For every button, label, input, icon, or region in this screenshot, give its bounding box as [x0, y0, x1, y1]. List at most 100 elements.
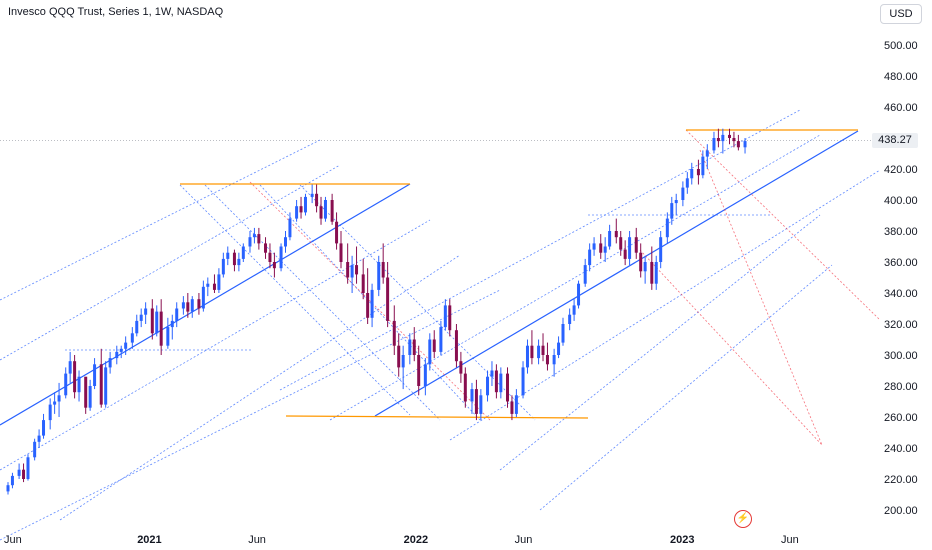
candle-body	[6, 485, 10, 492]
candle-body	[88, 386, 92, 408]
x-tick-label: Jun	[248, 534, 266, 546]
channel-dotted-line	[0, 139, 321, 301]
candle-body	[443, 305, 447, 328]
candle-body	[124, 342, 128, 349]
candle-body	[170, 320, 174, 328]
y-tick-label: 500.00	[884, 40, 918, 52]
candle-body	[397, 345, 401, 368]
candle-body	[150, 308, 154, 334]
candle-body	[299, 206, 303, 213]
red-dotted-line	[249, 181, 491, 421]
candle-body	[732, 138, 736, 142]
y-tick-label: 200.00	[884, 505, 918, 517]
candle-body	[499, 373, 503, 393]
y-tick-label: 240.00	[884, 443, 918, 455]
channel-dotted-line	[0, 289, 501, 541]
candle-body	[303, 196, 307, 213]
candle-body	[386, 277, 390, 321]
candle-body	[190, 299, 194, 312]
x-tick-label: Jun	[515, 534, 533, 546]
candle-body	[57, 395, 61, 402]
candle-body	[42, 420, 46, 436]
candle-body	[701, 156, 705, 176]
candle-body	[279, 246, 283, 269]
y-tick-label: 360.00	[884, 257, 918, 269]
channel-dotted-line	[0, 219, 431, 471]
candle-body	[104, 367, 108, 405]
candle-body	[264, 243, 268, 253]
candle-body	[288, 218, 292, 238]
candle-body	[408, 339, 412, 355]
candle-body	[583, 265, 587, 284]
candle-body	[119, 348, 123, 352]
candle-body	[541, 345, 545, 355]
candle-body	[284, 237, 287, 247]
candle-body	[155, 311, 159, 334]
candle-body	[514, 395, 518, 414]
candle-body	[355, 265, 359, 275]
candle-body	[257, 234, 261, 244]
candle-body	[335, 221, 339, 244]
horizontal-level-line	[285, 415, 589, 419]
candle-body	[330, 200, 334, 222]
candle-body	[10, 475, 14, 486]
candle-body	[665, 218, 669, 238]
x-tick-label: 2023	[670, 534, 694, 546]
candle-body	[68, 361, 72, 374]
x-tick-label: 2022	[404, 534, 428, 546]
candle-body	[521, 367, 525, 396]
candle-body	[139, 314, 143, 321]
candle-body	[84, 376, 88, 408]
candle-body	[115, 351, 119, 359]
candle-body	[634, 237, 638, 253]
candle-body	[506, 373, 509, 402]
candle-body	[530, 345, 534, 359]
y-tick-label: 460.00	[884, 102, 918, 114]
candle-body	[728, 134, 731, 138]
candle-body	[743, 141, 747, 148]
candle-body	[545, 355, 549, 365]
candle-body	[17, 469, 21, 476]
candle-body	[525, 345, 529, 368]
channel-dotted-line	[449, 169, 881, 441]
candle-body	[206, 283, 210, 287]
candle-body	[310, 193, 314, 197]
candle-body	[448, 305, 452, 331]
candle-body	[392, 320, 396, 346]
candle-body	[690, 169, 694, 179]
candle-body	[603, 246, 607, 253]
candle-body	[561, 324, 565, 343]
candle-body	[721, 134, 725, 142]
candle-body	[295, 206, 299, 219]
last-price-badge: 438.27	[872, 133, 918, 148]
candle-body	[479, 395, 483, 414]
candle-body	[159, 311, 163, 346]
candle-body	[650, 262, 654, 284]
candle-body	[401, 355, 405, 368]
y-tick-label: 220.00	[884, 474, 918, 486]
candle-body	[639, 252, 643, 272]
y-tick-label: 300.00	[884, 350, 918, 362]
candle-body	[643, 262, 647, 272]
candle-body	[272, 262, 276, 269]
candle-body	[494, 370, 498, 393]
candle-body	[217, 274, 221, 290]
candle-body	[77, 376, 81, 393]
currency-button[interactable]: USD	[880, 4, 922, 24]
candle-body	[628, 237, 632, 259]
candle-body	[37, 435, 41, 442]
tradingview-logo-icon: ⚡	[734, 510, 752, 528]
candle-body	[557, 342, 561, 355]
channel-line	[374, 130, 859, 417]
y-tick-label: 340.00	[884, 288, 918, 300]
candle-body	[716, 138, 720, 142]
y-tick-label: 260.00	[884, 412, 918, 424]
candle-body	[201, 286, 205, 309]
candle-body	[130, 333, 134, 343]
candle-body	[736, 141, 740, 148]
candle-body	[705, 150, 709, 157]
candle-body	[577, 283, 581, 306]
candle-body	[474, 389, 478, 414]
y-tick-label: 480.00	[884, 71, 918, 83]
